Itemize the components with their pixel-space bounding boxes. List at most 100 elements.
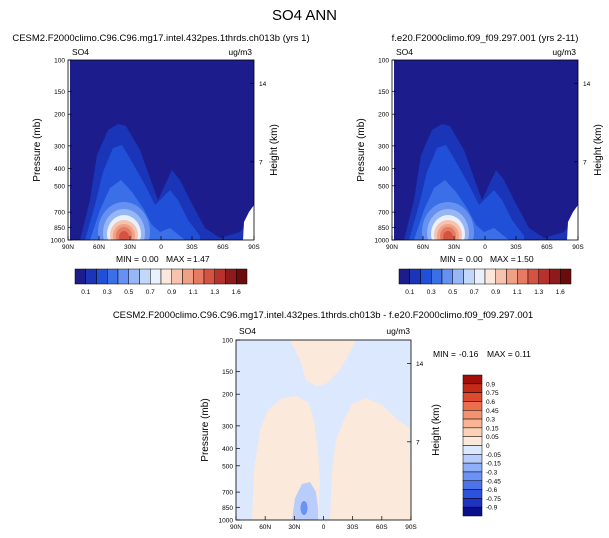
colorbar-2-label-2: 0.5 xyxy=(448,289,457,296)
colorbar-2-box-8 xyxy=(484,268,496,285)
colorbar-3-box-2 xyxy=(462,392,483,402)
colorbar-2-label-5: 1.1 xyxy=(513,289,522,296)
colorbar-2-label-6: 1.3 xyxy=(534,289,543,296)
colorbar-1-label-1: 0.3 xyxy=(103,289,112,296)
panel-1-x-tick-label-4: 30S xyxy=(186,244,198,251)
colorbar-3-box-5 xyxy=(462,418,483,429)
panel-2-y-tick-label-8: 1000 xyxy=(375,238,390,245)
colorbar-2-label-1: 0.3 xyxy=(427,289,436,296)
colorbar-3-box-9 xyxy=(462,454,483,464)
panel-3-min-value: -0.16 xyxy=(459,349,479,359)
panel-2: f.e20.F2000climo.f09_f09.297.001 (yrs 2-… xyxy=(356,33,604,296)
panel-1: CESM2.F2000climo.C96.C96.mg17.intel.432p… xyxy=(12,33,309,296)
panel-1-nodata-surface xyxy=(243,205,254,240)
colorbar-3-label-4: 0.3 xyxy=(486,417,495,424)
panel-3-max-value: 0.11 xyxy=(515,349,531,359)
colorbar-1-label-7: 1.6 xyxy=(232,289,241,296)
colorbar-2-box-2 xyxy=(420,268,432,285)
panel-3-y-tick-label-1: 150 xyxy=(222,369,233,376)
panel-1-y2label: Height (km) xyxy=(269,124,280,176)
panel-1-min-label: MIN = xyxy=(116,254,139,264)
panel-2-contour-10 xyxy=(443,231,453,240)
colorbar-3-label-14: -0.9 xyxy=(486,505,498,512)
colorbar-2-box-10 xyxy=(506,268,518,285)
panel-1-field xyxy=(68,60,254,240)
figure-title: SO4 ANN xyxy=(272,7,337,24)
panel-1-right-label: ug/m3 xyxy=(228,47,252,57)
colorbar-2-box-11 xyxy=(517,268,529,285)
panel-2-y-ticks: 100 150 200 300 400 500 700 850 1000 xyxy=(375,58,396,245)
colorbar-1-box-0 xyxy=(74,268,86,285)
panel-3-x-tick-label-6: 90S xyxy=(405,524,417,531)
panel-1-y-tick-label-3: 300 xyxy=(54,143,65,150)
panel-1-x-tick-label-5: 60S xyxy=(217,244,229,251)
panel-2-y2-tick-label-0: 14 xyxy=(583,81,591,88)
colorbar-1-box-13 xyxy=(214,268,226,285)
panel-2-colorbar: 0.1 0.3 0.5 0.7 0.9 1.1 1.3 1.6 xyxy=(398,268,572,296)
panel-1-y-tick-label-8: 1000 xyxy=(51,238,66,245)
panel-1-min-value: 0.00 xyxy=(142,254,159,264)
panel-2-min-value: 0.00 xyxy=(466,254,483,264)
panel-2-y-tick-label-5: 500 xyxy=(378,183,389,190)
panel-1-ylabel: Pressure (mb) xyxy=(32,118,43,181)
panel-2-title: f.e20.F2000climo.f09_f09.297.001 (yrs 2-… xyxy=(392,33,579,44)
panel-3-min-label: MIN = xyxy=(433,349,456,359)
colorbar-2-box-7 xyxy=(474,268,486,285)
panel-1-y2-tick-label-1: 7 xyxy=(259,159,263,166)
colorbar-1-box-11 xyxy=(193,268,205,285)
colorbar-1-box-8 xyxy=(160,268,172,285)
colorbar-1-label-4: 0.9 xyxy=(167,289,176,296)
colorbar-2-box-13 xyxy=(538,268,550,285)
colorbar-3-label-5: 0.15 xyxy=(486,425,499,432)
panel-1-contour-10 xyxy=(119,231,129,240)
panel-1-max-value: 1.47 xyxy=(193,254,210,264)
colorbar-2-box-0 xyxy=(398,268,410,285)
panel-2-left-label: SO4 xyxy=(396,47,413,57)
panel-2-y-tick-label-0: 100 xyxy=(378,58,389,65)
colorbar-2-label-4: 0.9 xyxy=(491,289,500,296)
panel-1-y-tick-label-2: 200 xyxy=(54,112,65,119)
panel-1-x-tick-label-0: 90N xyxy=(62,244,74,251)
panel-1-y2-tick-label-0: 14 xyxy=(259,81,267,88)
panel-3-y-tick-label-2: 200 xyxy=(222,392,233,399)
panel-3-pos-right xyxy=(330,398,411,520)
colorbar-3-box-10 xyxy=(462,462,483,473)
colorbar-2-box-14 xyxy=(549,268,561,285)
colorbar-3-box-7 xyxy=(462,436,483,446)
panel-1-y-tick-label-4: 400 xyxy=(54,166,65,173)
colorbar-3-box-1 xyxy=(462,383,483,393)
panel-3-y2-ticks: 14 7 xyxy=(407,361,424,446)
panel-2-x-tick-label-3: 0 xyxy=(483,244,487,251)
panel-3-neg-center xyxy=(300,501,308,515)
panel-2-y2label: Height (km) xyxy=(593,124,604,176)
panel-2-x-tick-label-2: 30N xyxy=(448,244,460,251)
panel-1-x-tick-label-3: 0 xyxy=(159,244,163,251)
panel-3-y2-tick-label-0: 14 xyxy=(416,361,424,368)
panel-2-y-tick-label-6: 700 xyxy=(378,210,389,217)
panel-3-y-tick-label-4: 400 xyxy=(222,446,233,453)
panel-2-y-tick-label-3: 300 xyxy=(378,143,389,150)
panel-1-x-ticks: 90N 60N 30N 0 30S 60S 90S xyxy=(62,236,260,251)
panel-3-y2-tick-label-1: 7 xyxy=(416,439,420,446)
panel-1-y2-ticks: 14 7 xyxy=(250,81,267,166)
panel-2-y-tick-label-4: 400 xyxy=(378,166,389,173)
panel-3-y-tick-label-7: 850 xyxy=(222,505,233,512)
colorbar-1-box-6 xyxy=(139,268,151,285)
panel-1-x-tick-label-2: 30N xyxy=(124,244,136,251)
panel-2-y-tick-label-2: 200 xyxy=(378,112,389,119)
colorbar-3-label-0: 0.9 xyxy=(486,381,495,388)
colorbar-1-box-4 xyxy=(117,268,129,285)
panel-1-y-ticks: 100 150 200 300 400 500 700 850 1000 xyxy=(51,58,72,245)
panel-1-x-tick-label-6: 90S xyxy=(248,244,260,251)
panel-1-colorbar: 0.1 0.3 0.5 0.7 0.9 1.1 1.3 1.6 xyxy=(74,268,248,296)
panel-3-neg-core xyxy=(292,482,318,520)
colorbar-2-box-15 xyxy=(560,268,572,285)
panel-2-x-tick-label-0: 90N xyxy=(386,244,398,251)
colorbar-2-box-4 xyxy=(441,268,453,285)
panel-3-max-label: MAX = xyxy=(487,349,513,359)
colorbar-3-label-13: -0.75 xyxy=(486,496,501,503)
panel-3-x-tick-label-1: 60N xyxy=(259,524,271,531)
panel-3: CESM2.F2000climo.C96.C96.mg17.intel.432p… xyxy=(113,310,533,531)
panel-1-left-label: SO4 xyxy=(72,47,89,57)
panel-3-y-tick-label-6: 700 xyxy=(222,490,233,497)
